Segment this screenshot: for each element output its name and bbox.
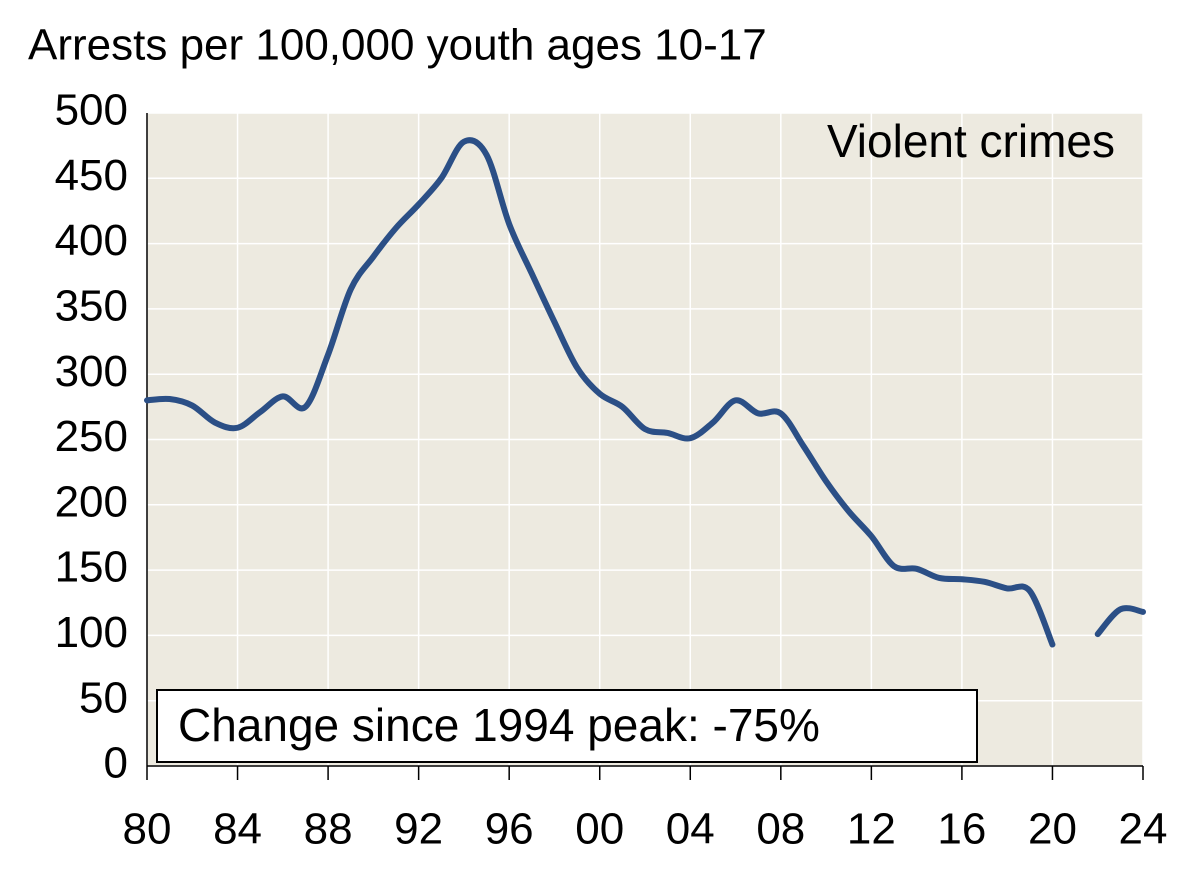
x-tick-label: 24: [1119, 805, 1168, 854]
x-tick-label: 00: [575, 805, 624, 854]
y-tick-label: 250: [55, 412, 128, 461]
annotation: Violent crimes: [827, 115, 1115, 167]
x-tick-label: 96: [485, 805, 534, 854]
y-tick-label: 300: [55, 347, 128, 396]
chart-title: Arrests per 100,000 youth ages 10-17: [28, 21, 767, 70]
annotation-box: [156, 689, 978, 763]
x-tick-label: 04: [666, 805, 715, 854]
data-line: [144, 137, 1146, 648]
x-tick-label: 12: [847, 805, 896, 854]
x-tick-label: 92: [394, 805, 443, 854]
y-tick-label: 400: [55, 216, 128, 265]
y-tick-label: 150: [55, 543, 128, 592]
x-tick-label: 08: [756, 805, 805, 854]
x-tick-label: 84: [213, 805, 262, 854]
y-tick-label: 450: [55, 151, 128, 200]
y-tick-label: 0: [104, 739, 128, 788]
x-tick-label: 16: [937, 805, 986, 854]
x-tick-label: 20: [1028, 805, 1077, 854]
x-tick-label: 80: [123, 805, 172, 854]
y-tick-label: 500: [55, 86, 128, 135]
y-tick-label: 100: [55, 608, 128, 657]
y-tick-label: 200: [55, 477, 128, 526]
x-tick-label: 88: [304, 805, 353, 854]
y-tick-label: 350: [55, 282, 128, 331]
y-tick-label: 50: [79, 673, 128, 722]
annotation: Change since 1994 peak: -75%: [178, 699, 820, 751]
